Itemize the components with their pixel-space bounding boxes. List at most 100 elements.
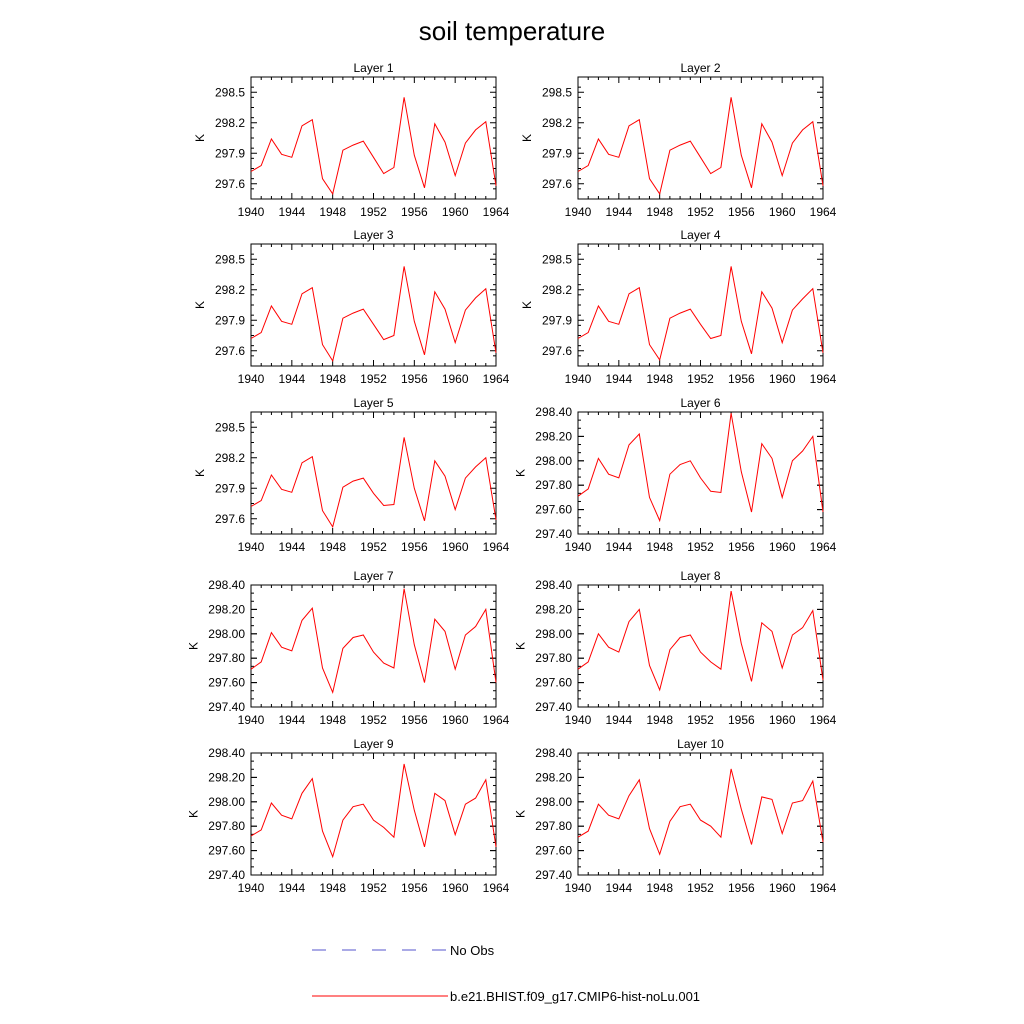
- y-tick-label: 297.80: [208, 651, 245, 665]
- x-tick-label: 1960: [769, 881, 796, 895]
- x-tick-label: 1940: [238, 372, 265, 386]
- series-line: [577, 266, 824, 362]
- panel-title: Layer 5: [353, 396, 393, 410]
- y-tick-label: 297.40: [535, 868, 572, 882]
- panel-title: Layer 7: [353, 569, 393, 583]
- y-tick-label: 297.9: [215, 146, 245, 160]
- plot-frame: [577, 584, 824, 708]
- series-line: [250, 588, 497, 695]
- x-tick-label: 1956: [401, 540, 428, 554]
- y-tick-label: 298.00: [208, 795, 245, 809]
- x-tick-label: 1944: [605, 372, 632, 386]
- y-axis-label: K: [520, 134, 534, 142]
- panel-6: Layer 6 1940 1944 1948 1952 1956 1960 1964 297.4…: [513, 396, 836, 554]
- y-tick-label: 297.60: [535, 676, 572, 690]
- y-axis-label: K: [193, 469, 207, 477]
- panel-10: Layer 10 1940 1944 1948 1952 1956 1960 1964 297.…: [513, 737, 836, 895]
- y-tick-label: 298.40: [208, 578, 245, 592]
- y-tick-label: 297.9: [542, 313, 572, 327]
- y-tick-label: 298.2: [542, 283, 572, 297]
- y-tick-label: 298.00: [535, 454, 572, 468]
- plot-frame: [250, 752, 497, 876]
- x-tick-label: 1940: [238, 713, 265, 727]
- y-tick-label: 298.5: [542, 252, 572, 266]
- y-tick-label: 298.20: [208, 602, 245, 616]
- y-tick-label: 298.5: [215, 420, 245, 434]
- y-tick-label: 297.9: [215, 313, 245, 327]
- series-line: [577, 413, 824, 523]
- plot-frame: [577, 76, 824, 200]
- x-tick-label: 1940: [238, 205, 265, 219]
- y-axis-label: K: [193, 134, 207, 142]
- x-tick-label: 1948: [646, 372, 673, 386]
- y-axis-label: K: [186, 642, 200, 650]
- y-tick-label: 297.60: [208, 844, 245, 858]
- y-tick-label: 298.40: [535, 578, 572, 592]
- y-tick-label: 298.00: [535, 795, 572, 809]
- x-tick-label: 1940: [565, 881, 592, 895]
- y-tick-label: 298.2: [215, 283, 245, 297]
- y-tick-label: 297.40: [535, 700, 572, 714]
- series-line: [250, 266, 497, 363]
- panel-title: Layer 3: [353, 228, 393, 242]
- x-tick-label: 1960: [442, 540, 469, 554]
- x-tick-label: 1960: [769, 372, 796, 386]
- x-tick-label: 1948: [319, 372, 346, 386]
- plot-frame: [250, 411, 497, 535]
- y-tick-label: 297.60: [535, 844, 572, 858]
- x-tick-label: 1956: [728, 540, 755, 554]
- x-tick-label: 1960: [769, 540, 796, 554]
- panel-4: Layer 4 1940 1944 1948 1952 1956 1960 1964 297.6…: [520, 228, 837, 386]
- x-tick-label: 1952: [360, 372, 387, 386]
- y-tick-label: 298.2: [215, 451, 245, 465]
- x-tick-label: 1952: [687, 540, 714, 554]
- y-axis-label: K: [520, 301, 534, 309]
- plot-frame: [577, 411, 824, 535]
- y-tick-label: 298.20: [535, 602, 572, 616]
- x-tick-label: 1944: [278, 881, 305, 895]
- y-axis-label: K: [513, 469, 527, 477]
- y-tick-label: 297.6: [215, 344, 245, 358]
- x-tick-label: 1948: [319, 540, 346, 554]
- x-tick-label: 1948: [646, 540, 673, 554]
- plot-frame: [250, 584, 497, 708]
- x-tick-label: 1944: [605, 713, 632, 727]
- x-tick-label: 1940: [565, 372, 592, 386]
- y-tick-label: 298.20: [208, 770, 245, 784]
- panels-group: Layer 1 1940 1944 1948 1952 1956 1960 1964 297.6…: [186, 61, 836, 895]
- legend-label: b.e21.BHIST.f09_g17.CMIP6-hist-noLu.001: [450, 989, 700, 1004]
- y-tick-label: 297.80: [208, 819, 245, 833]
- y-tick-label: 298.5: [542, 85, 572, 99]
- x-tick-label: 1944: [278, 540, 305, 554]
- y-tick-label: 297.40: [208, 700, 245, 714]
- y-tick-label: 298.40: [208, 746, 245, 760]
- x-tick-label: 1944: [278, 205, 305, 219]
- x-tick-label: 1952: [687, 372, 714, 386]
- y-tick-label: 297.40: [208, 868, 245, 882]
- x-tick-label: 1964: [483, 540, 510, 554]
- y-axis-label: K: [513, 810, 527, 818]
- x-tick-label: 1948: [319, 881, 346, 895]
- plot-frame: [577, 752, 824, 876]
- x-tick-label: 1964: [810, 540, 837, 554]
- panel-7: Layer 7 1940 1944 1948 1952 1956 1960 1964 297.4…: [186, 569, 509, 727]
- x-tick-label: 1960: [442, 713, 469, 727]
- series-line: [250, 97, 497, 196]
- x-tick-label: 1944: [278, 372, 305, 386]
- plot-frame: [250, 243, 497, 367]
- y-tick-label: 297.9: [542, 146, 572, 160]
- x-tick-label: 1964: [810, 205, 837, 219]
- y-tick-label: 297.60: [208, 676, 245, 690]
- legend: No Obs b.e21.BHIST.f09_g17.CMIP6-hist-noL…: [312, 943, 700, 1004]
- x-tick-label: 1960: [769, 713, 796, 727]
- plot-frame: [577, 243, 824, 367]
- series-line: [250, 763, 497, 859]
- x-tick-label: 1944: [278, 713, 305, 727]
- y-tick-label: 298.2: [215, 116, 245, 130]
- x-tick-label: 1948: [319, 205, 346, 219]
- x-tick-label: 1952: [687, 205, 714, 219]
- y-tick-label: 298.40: [535, 405, 572, 419]
- y-tick-label: 297.40: [535, 527, 572, 541]
- x-tick-label: 1956: [728, 881, 755, 895]
